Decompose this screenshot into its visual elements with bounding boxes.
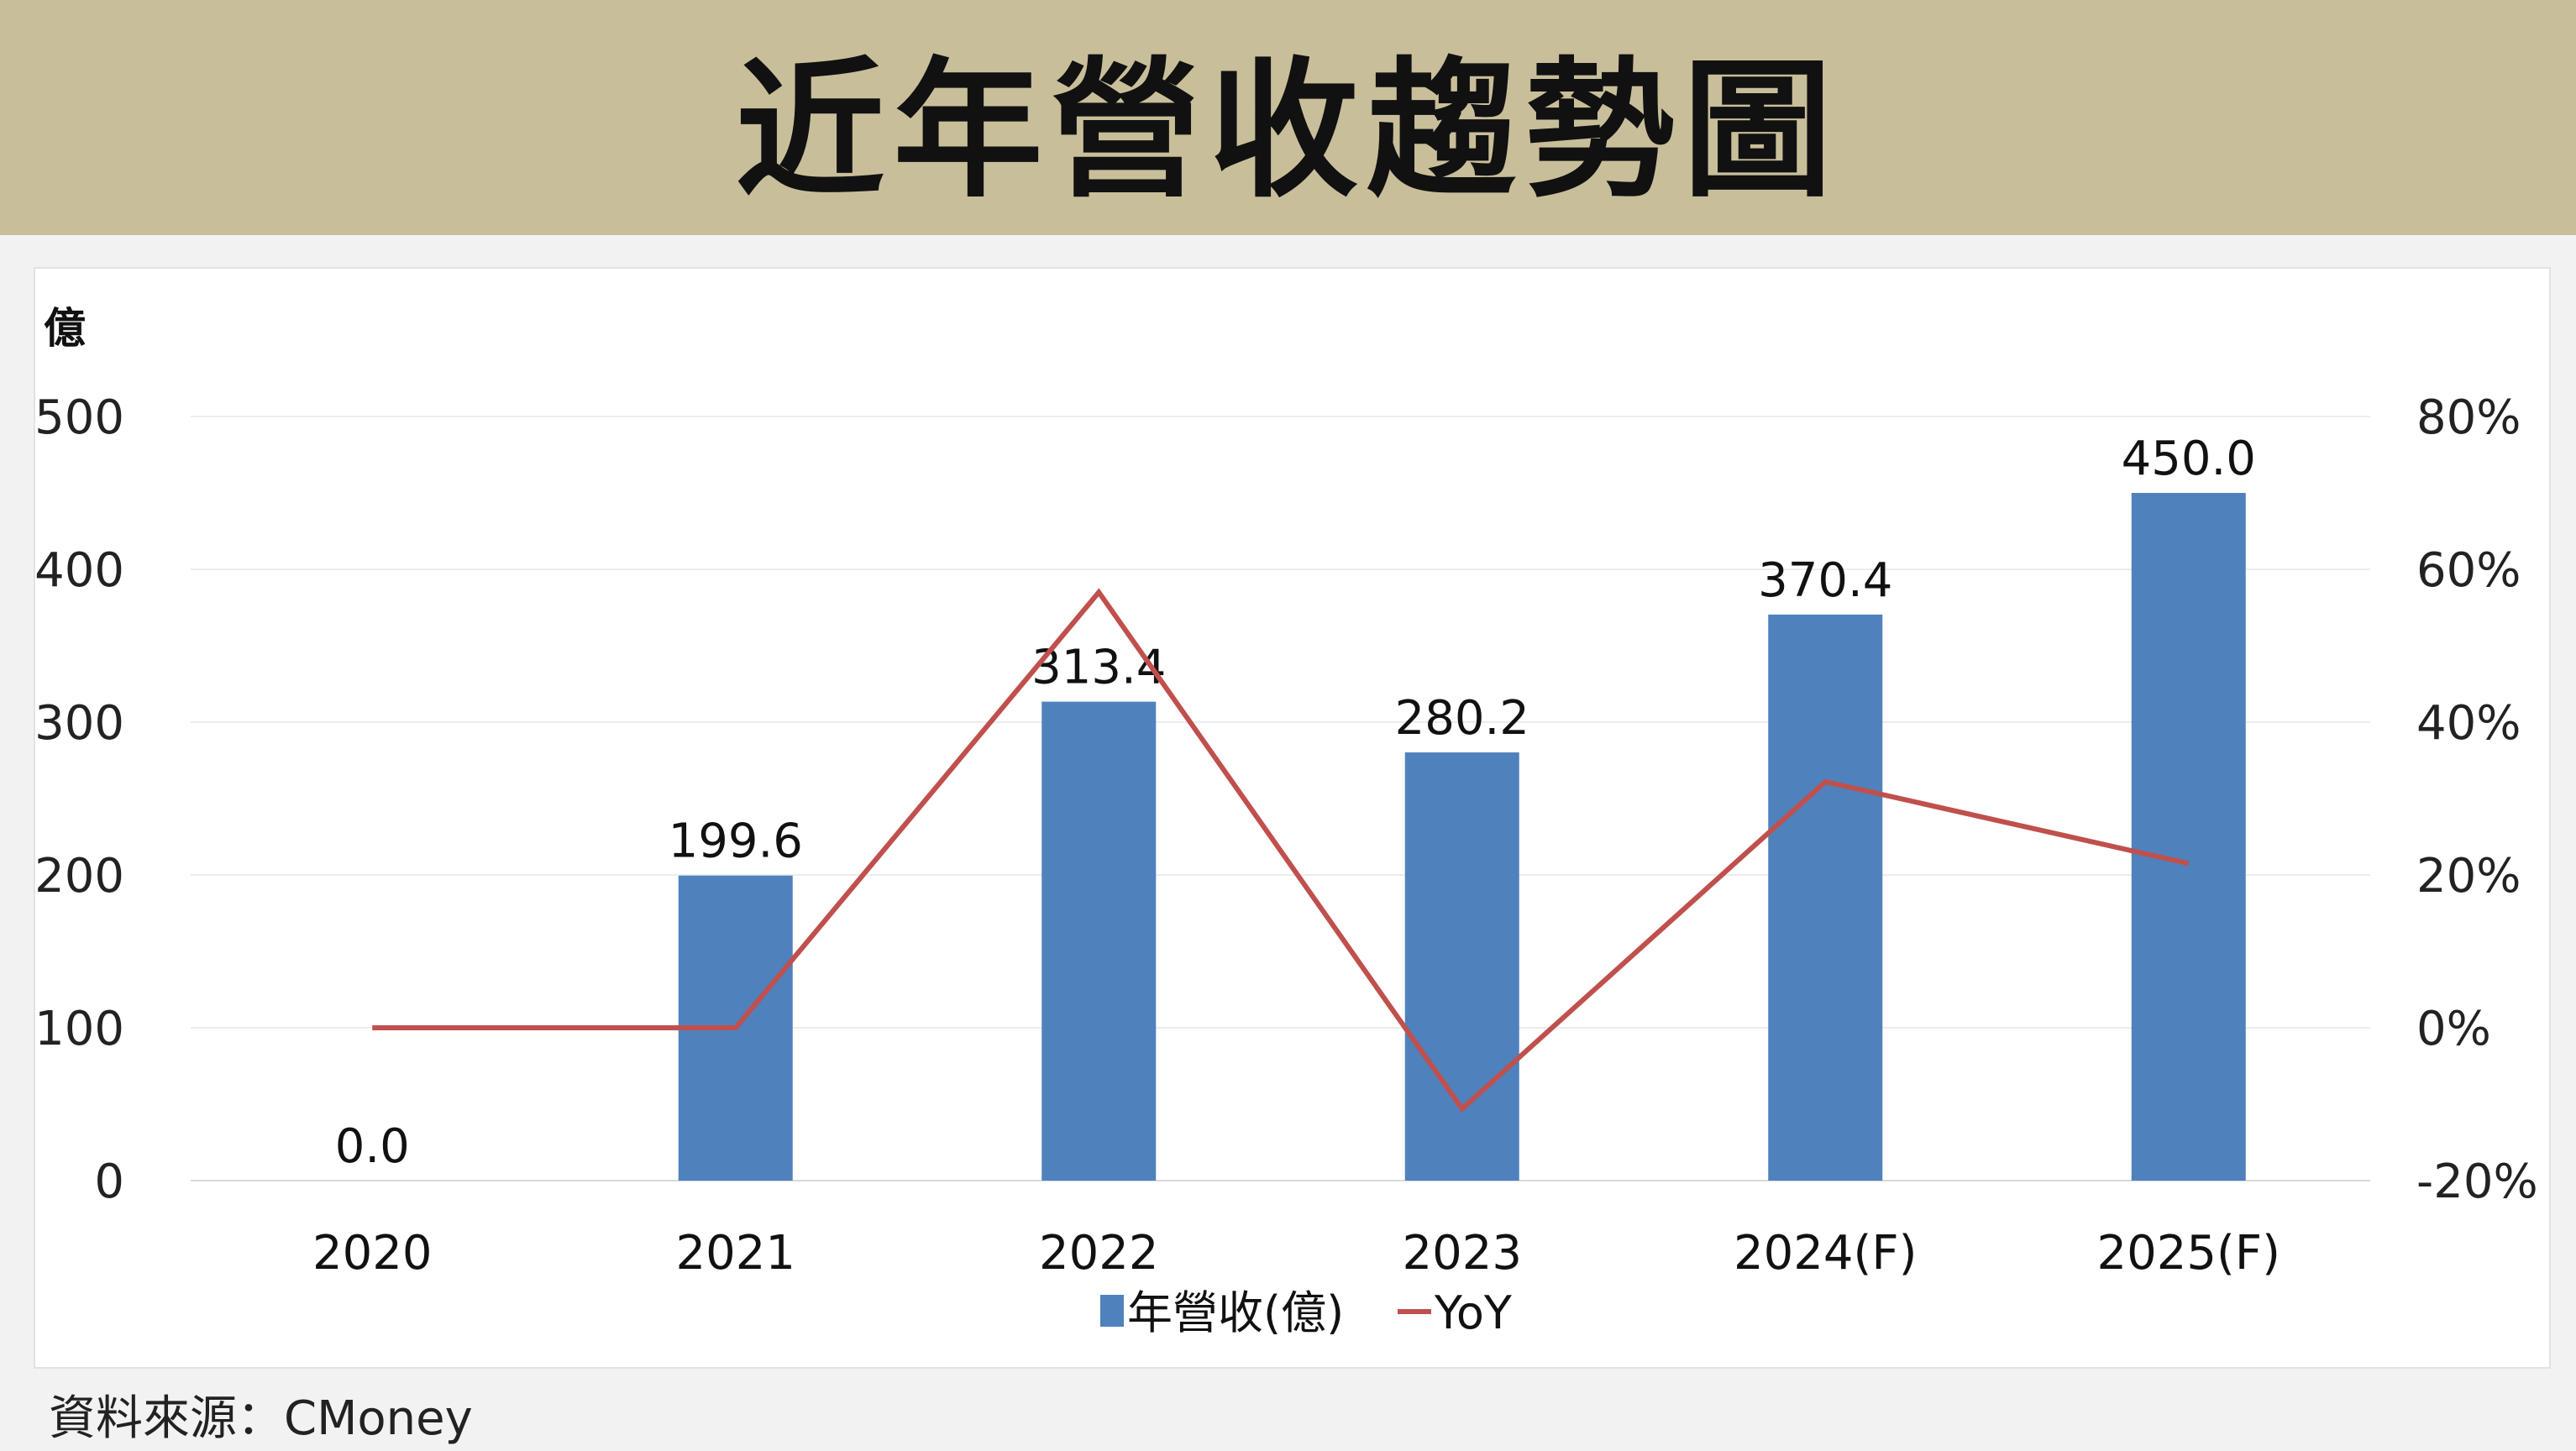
source-note: 資料來源：CMoney [49, 1391, 473, 1446]
revenue-bar [1404, 752, 1519, 1181]
revenue-chart: 0 100 200 300 400 500 -20% 0% 20% 40% 60% 80% 億 0.0 19… [35, 304, 2538, 1339]
y-left-tick-label: 300 [35, 696, 124, 751]
bar-value-label: 280.2 [1395, 691, 1529, 746]
y-left-tick-label: 0 [94, 1155, 124, 1209]
yoy-line [372, 588, 2190, 1113]
y-left-tick-label: 500 [35, 390, 124, 445]
y-right-tick-label: 60% [2416, 543, 2521, 598]
legend-label-revenue: 年營收(億) [1127, 1286, 1344, 1339]
x-tick-label: 2025(F) [2097, 1226, 2280, 1281]
legend-label-yoy: YoY [1434, 1286, 1513, 1339]
bar-value-label: 370.4 [1758, 553, 1892, 608]
legend-swatch-revenue [1100, 1295, 1124, 1327]
title-band: 近年營收趨勢圖 [0, 0, 2576, 235]
y-right-tick-label: 80% [2416, 390, 2521, 445]
y-left-unit-label: 億 [44, 304, 86, 353]
revenue-bar [1768, 614, 1883, 1181]
x-tick-label: 2024(F) [1734, 1226, 1917, 1281]
y-right-tick-label: 20% [2416, 849, 2521, 904]
page-title: 近年營收趨勢圖 [735, 43, 1841, 217]
chart-panel: 0 100 200 300 400 500 -20% 0% 20% 40% 60% 80% 億 0.0 19… [34, 267, 2551, 1369]
x-tick-label: 2022 [1039, 1226, 1159, 1281]
y-left-tick-label: 200 [35, 849, 124, 904]
y-left-tick-label: 100 [35, 1002, 124, 1056]
y-right-tick-label: -20% [2416, 1155, 2538, 1209]
revenue-bar [1041, 701, 1157, 1181]
bar-value-label: 450.0 [2122, 432, 2256, 486]
x-tick-label: 2023 [1402, 1226, 1522, 1281]
x-tick-label: 2021 [675, 1226, 795, 1281]
bar-value-label: 199.6 [669, 815, 803, 869]
y-right-tick-label: 40% [2416, 696, 2521, 751]
revenue-bar [2131, 493, 2246, 1181]
y-left-tick-label: 400 [35, 543, 124, 598]
x-tick-label: 2020 [312, 1226, 433, 1281]
bar-value-label: 0.0 [335, 1119, 410, 1174]
y-right-tick-label: 0% [2416, 1002, 2491, 1056]
